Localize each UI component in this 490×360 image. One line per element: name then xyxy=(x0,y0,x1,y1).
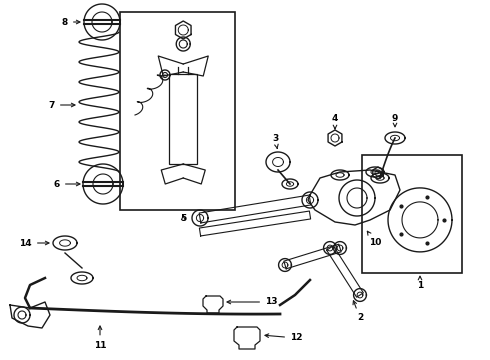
Text: 7: 7 xyxy=(49,100,75,109)
Text: 4: 4 xyxy=(332,113,338,129)
Text: 3: 3 xyxy=(272,134,278,148)
Bar xyxy=(362,155,462,273)
Text: 5: 5 xyxy=(180,213,186,222)
Text: 11: 11 xyxy=(94,326,106,350)
Text: 9: 9 xyxy=(392,113,398,127)
Bar xyxy=(120,12,235,210)
Text: 1: 1 xyxy=(417,276,423,289)
Text: 10: 10 xyxy=(368,231,381,247)
Text: 13: 13 xyxy=(227,297,277,306)
Text: 6: 6 xyxy=(54,180,80,189)
Text: 14: 14 xyxy=(20,239,49,248)
Text: 2: 2 xyxy=(353,301,363,323)
Text: 8: 8 xyxy=(62,18,80,27)
Text: 12: 12 xyxy=(265,333,302,342)
Bar xyxy=(169,74,197,164)
